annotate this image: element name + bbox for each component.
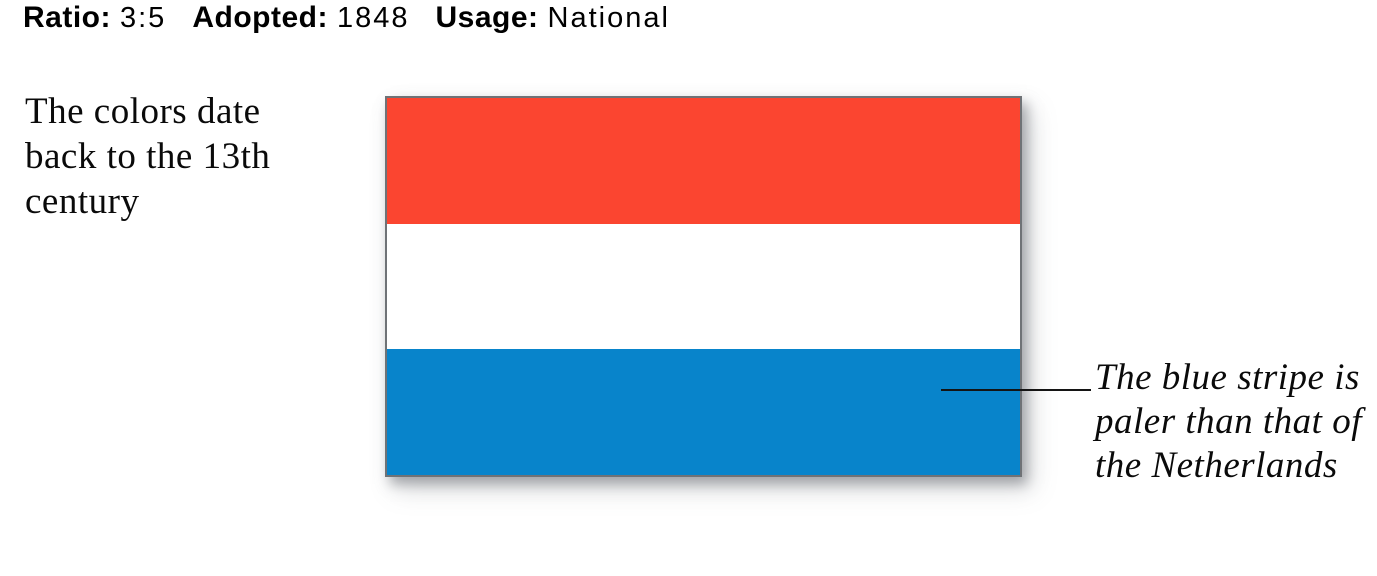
flag-illustration xyxy=(385,96,1022,477)
flag-stripe-white xyxy=(387,223,1020,350)
annotation-line: The colors date xyxy=(25,91,261,132)
annotation-line: the Netherlands xyxy=(1095,445,1338,486)
annotation-line: century xyxy=(25,181,140,222)
annotation-leader-line xyxy=(941,389,1091,391)
adopted-value: 1848 xyxy=(336,2,410,34)
left-annotation: The colors date back to the 13th century xyxy=(25,89,270,224)
ratio-field: Ratio: 3:5 xyxy=(23,0,166,41)
usage-label: Usage: xyxy=(435,1,539,34)
adopted-label: Adopted: xyxy=(192,1,328,34)
usage-field: Usage: National xyxy=(435,0,669,41)
annotation-line: The blue stripe is xyxy=(1095,357,1360,398)
ratio-value: 3:5 xyxy=(120,2,167,34)
right-annotation: The blue stripe is paler than that of th… xyxy=(1095,356,1362,488)
annotation-line: back to the 13th xyxy=(25,136,271,177)
annotation-line: paler than that of xyxy=(1095,401,1362,442)
ratio-label: Ratio: xyxy=(23,1,111,34)
usage-value: National xyxy=(547,2,670,34)
flag-stripe-blue xyxy=(387,349,1020,476)
flag-stripe-red xyxy=(387,98,1020,224)
flag-meta-header: Ratio: 3:5 Adopted: 1848 Usage: National xyxy=(23,0,670,41)
adopted-field: Adopted: 1848 xyxy=(192,0,409,41)
